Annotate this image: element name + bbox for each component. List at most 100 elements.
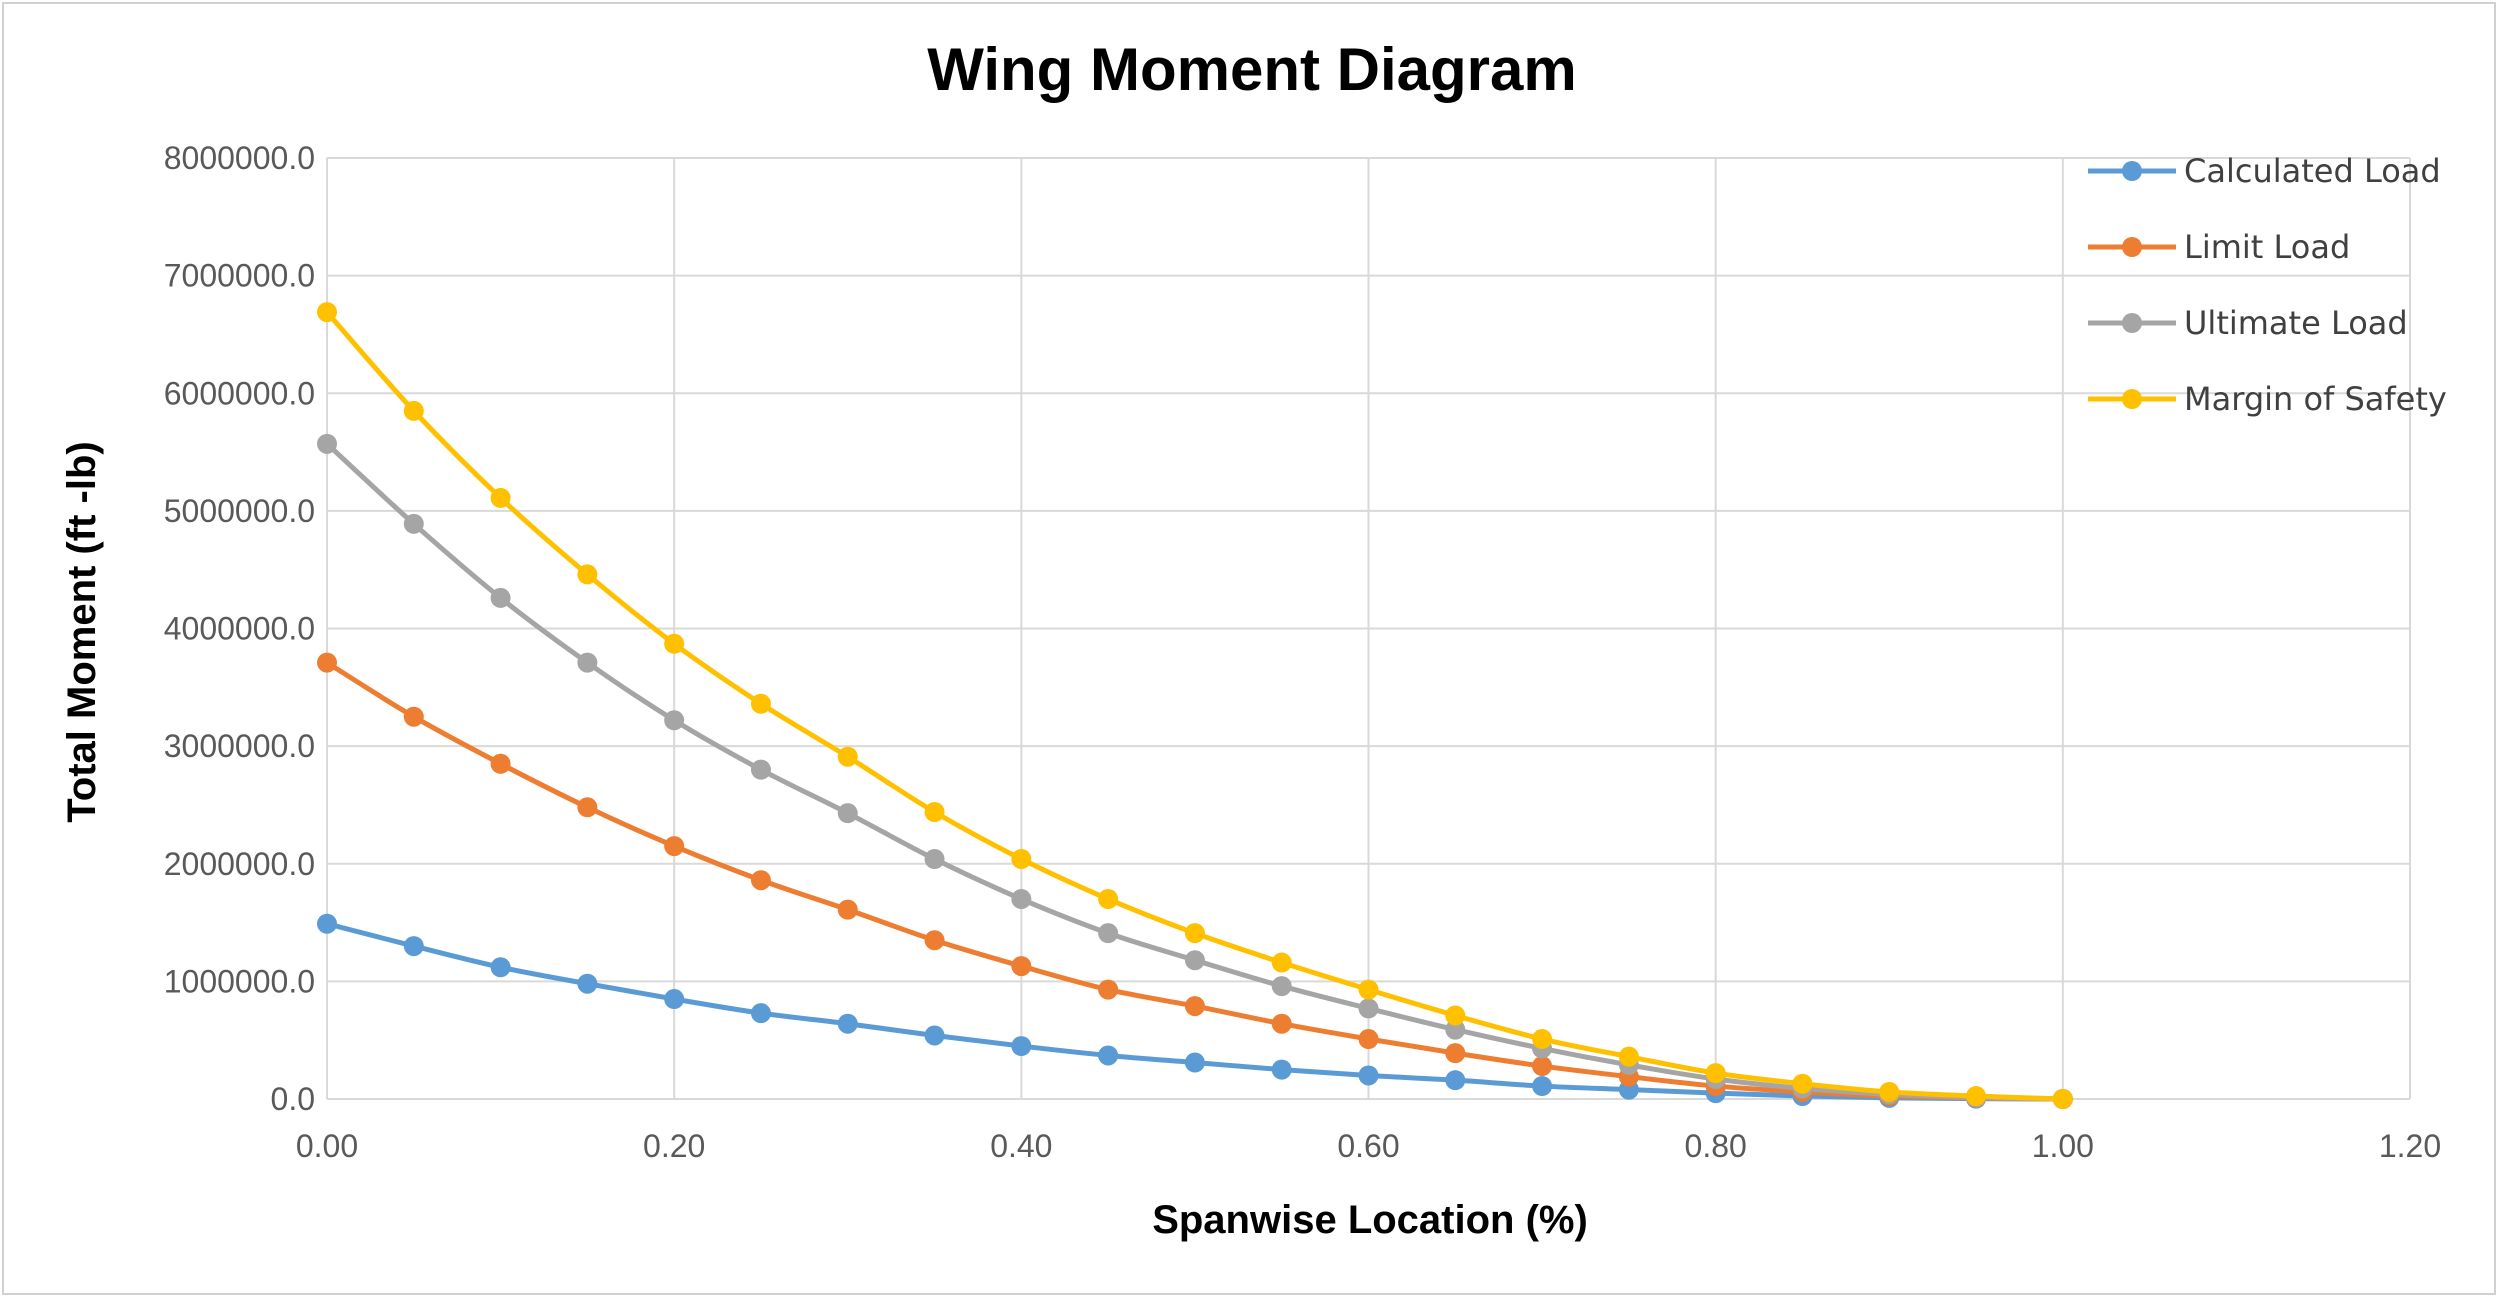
data-point (2052, 1089, 2073, 1109)
data-point (490, 753, 511, 774)
data-point (1011, 956, 1032, 977)
data-point (1705, 1063, 1726, 1084)
data-point (403, 706, 424, 727)
y-tick-label: 0.0 (271, 1081, 315, 1117)
legend-swatch-marker (2122, 161, 2142, 181)
data-point (490, 487, 511, 508)
data-point (1358, 1065, 1379, 1086)
x-tick-label: 0.40 (990, 1128, 1052, 1164)
data-point (664, 989, 685, 1010)
x-tick-label: 1.20 (2379, 1128, 2441, 1164)
y-tick-label: 2000000.0 (164, 846, 315, 882)
data-point (1445, 1070, 1466, 1091)
data-point (577, 564, 598, 585)
data-point (317, 433, 337, 454)
y-tick-label: 8000000.0 (164, 140, 315, 176)
data-point (1966, 1086, 1987, 1107)
legend-label: Ultimate Load (2184, 304, 2408, 342)
legend-item: Limit Load (2088, 228, 2350, 266)
data-point (1098, 979, 1119, 1000)
data-point (837, 803, 858, 824)
data-point (1011, 849, 1032, 870)
data-point (1184, 923, 1205, 944)
x-tick-label: 0.00 (296, 1128, 358, 1164)
data-point (837, 1013, 858, 1034)
y-tick-label: 3000000.0 (164, 728, 315, 764)
x-tick-label: 0.80 (1685, 1128, 1747, 1164)
data-point (1011, 889, 1032, 910)
y-axis-title: Total Moment (ft -lb) (60, 441, 104, 822)
x-tick-label: 0.20 (643, 1128, 705, 1164)
data-point (837, 746, 858, 767)
data-point (317, 913, 337, 934)
data-point (577, 652, 598, 673)
data-point (750, 693, 771, 714)
legend-item: Calculated Load (2088, 152, 2441, 190)
legend-label: Calculated Load (2184, 152, 2441, 190)
data-point (1184, 1052, 1205, 1073)
data-point (1618, 1046, 1639, 1067)
data-point (664, 633, 685, 654)
data-point (577, 973, 598, 994)
data-point (1184, 996, 1205, 1017)
legend: Calculated Load Limit Load Ultimate Load Ma… (2088, 152, 2447, 418)
data-point (924, 1025, 945, 1046)
data-point (664, 710, 685, 731)
legend-item: Ultimate Load (2088, 304, 2408, 342)
series-limit-load (317, 652, 2073, 1109)
legend-swatch-marker (2122, 389, 2142, 409)
data-point (750, 870, 771, 891)
data-point (837, 899, 858, 920)
data-point (1098, 889, 1119, 910)
data-point (490, 587, 511, 608)
y-tick-label: 7000000.0 (164, 258, 315, 294)
y-tick-label: 6000000.0 (164, 375, 315, 411)
data-point (1445, 1043, 1466, 1064)
data-point (1879, 1081, 1900, 1102)
data-point (1532, 1056, 1553, 1077)
data-point (1358, 1029, 1379, 1050)
data-point (1358, 979, 1379, 1000)
data-point (403, 936, 424, 957)
data-point (924, 801, 945, 822)
data-point (1011, 1036, 1032, 1057)
data-point (664, 836, 685, 857)
data-point (1098, 923, 1119, 944)
data-point (924, 849, 945, 870)
data-point (1271, 1059, 1292, 1080)
data-point (317, 302, 337, 323)
data-point (1184, 950, 1205, 971)
data-point (403, 513, 424, 534)
data-point (1532, 1076, 1553, 1097)
legend-item: Margin of Safety (2088, 380, 2447, 418)
data-point (1532, 1029, 1553, 1050)
y-tick-label: 4000000.0 (164, 611, 315, 647)
gridlines (326, 157, 2411, 1100)
data-point (750, 1003, 771, 1024)
data-point (1445, 1005, 1466, 1026)
data-point (490, 957, 511, 978)
data-point (1271, 1013, 1292, 1034)
series-layer (317, 302, 2073, 1109)
x-tick-label: 0.60 (1337, 1128, 1399, 1164)
data-point (1445, 1019, 1466, 1040)
chart-title: Wing Moment Diagram (927, 36, 1576, 103)
legend-swatch-marker (2122, 313, 2142, 333)
data-point (1358, 998, 1379, 1019)
data-point (1792, 1073, 1813, 1094)
data-point (1098, 1045, 1119, 1066)
legend-label: Margin of Safety (2184, 380, 2447, 418)
data-point (317, 652, 337, 673)
data-point (577, 797, 598, 818)
series-margin-of-safety (317, 302, 2073, 1109)
data-point (1271, 976, 1292, 997)
legend-label: Limit Load (2184, 228, 2350, 266)
x-axis-title: Spanwise Location (%) (1152, 1198, 1588, 1242)
data-point (924, 930, 945, 951)
y-tick-label: 5000000.0 (164, 493, 315, 529)
y-tick-label: 1000000.0 (164, 963, 315, 999)
x-tick-label: 1.00 (2032, 1128, 2094, 1164)
legend-swatch-marker (2122, 237, 2142, 257)
